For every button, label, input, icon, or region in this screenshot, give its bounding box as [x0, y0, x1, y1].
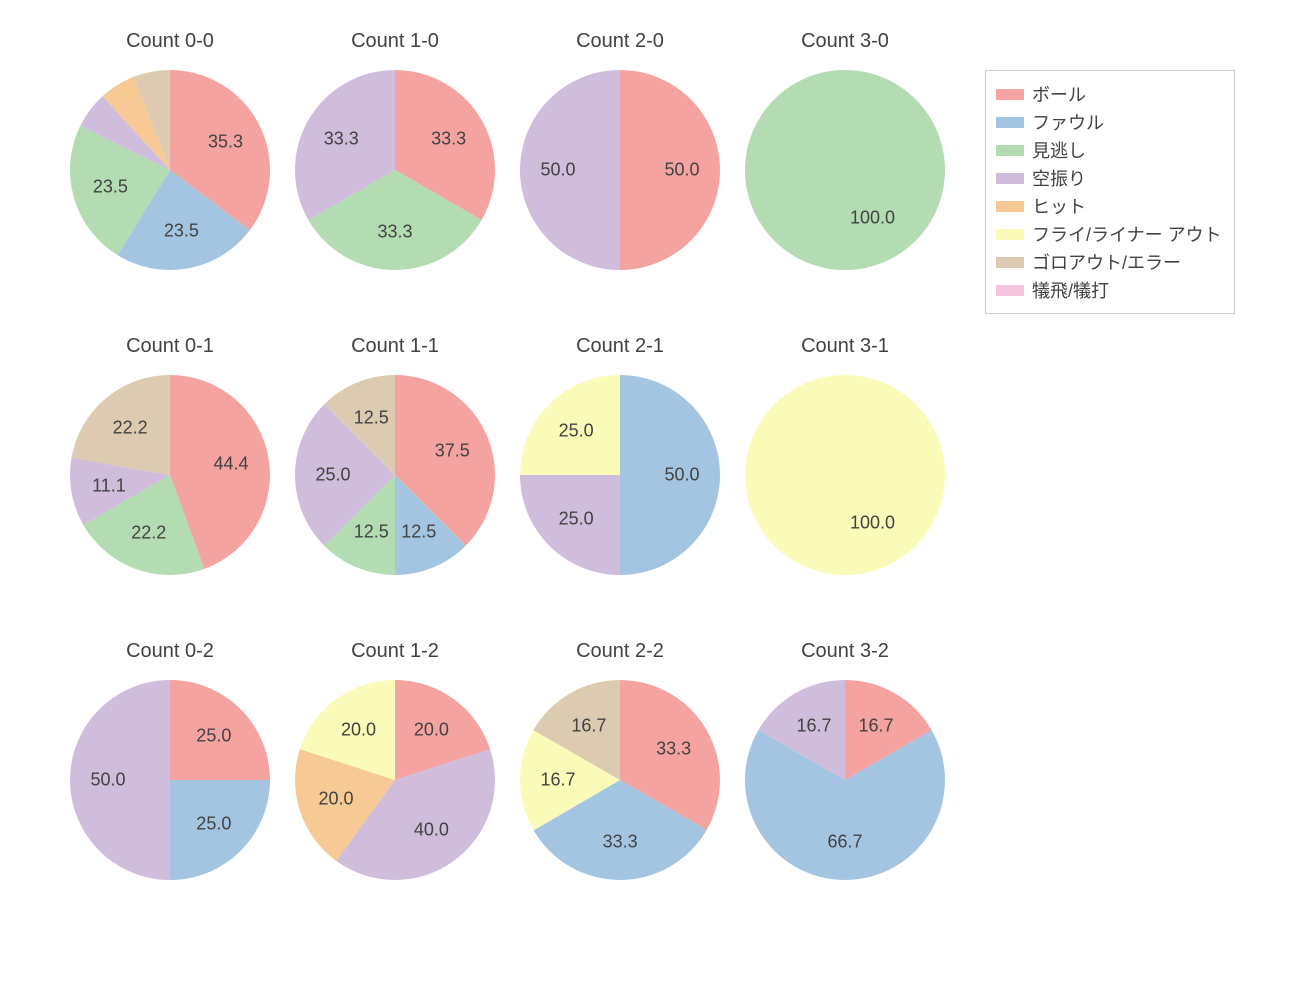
legend-swatch [996, 173, 1024, 184]
chart-title: Count 2-1 [520, 335, 720, 358]
slice-label: 33.3 [431, 129, 466, 150]
legend-swatch [996, 201, 1024, 212]
legend-item: 犠飛/犠打 [996, 277, 1222, 303]
legend-label: ヒット [1032, 193, 1086, 219]
pie-chart: 16.7 66.7 16.7 [745, 680, 945, 880]
slice-label: 66.7 [827, 832, 862, 853]
chart-title: Count 0-2 [70, 640, 270, 663]
legend-item: ゴロアウト/エラー [996, 249, 1222, 275]
slice-label: 50.0 [664, 465, 699, 486]
slice-label: 40.0 [414, 820, 449, 841]
legend-label: ゴロアウト/エラー [1032, 249, 1181, 275]
slice-label: 33.3 [324, 129, 359, 150]
pie-chart: 33.3 33.3 16.7 16.7 [520, 680, 720, 880]
pie-chart: 20.0 40.0 20.0 20.0 [295, 680, 495, 880]
legend: ボールファウル見逃し空振りヒットフライ/ライナー アウトゴロアウト/エラー犠飛/… [985, 70, 1235, 314]
legend-swatch [996, 89, 1024, 100]
slice-label: 20.0 [341, 719, 376, 740]
slice-label: 35.3 [208, 132, 243, 153]
slice-label: 44.4 [214, 454, 249, 475]
legend-item: ヒット [996, 193, 1222, 219]
chart-title: Count 2-2 [520, 640, 720, 663]
slice-label: 16.7 [796, 716, 831, 737]
pie-chart: 44.4 22.2 11.1 22.2 [70, 375, 270, 575]
legend-item: ボール [996, 81, 1222, 107]
chart-title: Count 2-0 [520, 30, 720, 53]
legend-label: ボール [1032, 81, 1086, 107]
pie-chart: 100.0 [745, 375, 945, 575]
legend-item: 見逃し [996, 137, 1222, 163]
legend-label: 犠飛/犠打 [1032, 277, 1109, 303]
legend-label: 空振り [1032, 165, 1086, 191]
pie-chart: 35.3 23.5 23.5 [70, 70, 270, 270]
chart-title: Count 3-2 [745, 640, 945, 663]
legend-label: 見逃し [1032, 137, 1086, 163]
slice-label: 16.7 [571, 716, 606, 737]
chart-title: Count 1-1 [295, 335, 495, 358]
legend-item: ファウル [996, 109, 1222, 135]
legend-swatch [996, 257, 1024, 268]
slice-label: 16.7 [540, 770, 575, 791]
chart-grid: Count 0-035.323.523.5Count 1-033.333.333… [0, 0, 1300, 1000]
slice-label: 16.7 [858, 716, 893, 737]
slice-label: 33.3 [377, 222, 412, 243]
chart-title: Count 1-2 [295, 640, 495, 663]
slice-label: 25.0 [315, 465, 350, 486]
legend-label: ファウル [1032, 109, 1104, 135]
slice-label: 22.2 [113, 417, 148, 438]
chart-title: Count 0-0 [70, 30, 270, 53]
slice-label: 23.5 [164, 220, 199, 241]
slice-label: 100.0 [850, 512, 895, 533]
legend-swatch [996, 145, 1024, 156]
pie-chart: 25.0 25.0 50.0 [70, 680, 270, 880]
slice-label: 25.0 [559, 508, 594, 529]
legend-item: 空振り [996, 165, 1222, 191]
slice-label: 50.0 [90, 770, 125, 791]
pie-chart: 50.0 25.0 25.0 [520, 375, 720, 575]
slice-label: 12.5 [354, 407, 389, 428]
slice-label: 11.1 [92, 475, 126, 496]
pie-chart: 100.0 [745, 70, 945, 270]
chart-title: Count 1-0 [295, 30, 495, 53]
slice-label: 37.5 [435, 441, 470, 462]
pie-chart: 33.3 33.3 33.3 [295, 70, 495, 270]
slice-label: 100.0 [850, 207, 895, 228]
slice-label: 25.0 [196, 813, 231, 834]
slice-label: 23.5 [93, 177, 128, 198]
slice-label: 20.0 [414, 719, 449, 740]
legend-swatch [996, 285, 1024, 296]
slice-label: 22.2 [131, 523, 166, 544]
slice-label: 50.0 [540, 160, 575, 181]
slice-label: 12.5 [354, 522, 389, 543]
pie-slice [745, 375, 945, 575]
slice-label: 25.0 [559, 421, 594, 442]
pie-chart: 37.5 12.5 12.5 25.0 12.5 [295, 375, 495, 575]
chart-title: Count 0-1 [70, 335, 270, 358]
slice-label: 50.0 [664, 160, 699, 181]
legend-swatch [996, 117, 1024, 128]
slice-label: 33.3 [603, 831, 638, 852]
legend-swatch [996, 229, 1024, 240]
chart-title: Count 3-0 [745, 30, 945, 53]
legend-label: フライ/ライナー アウト [1032, 221, 1222, 247]
slice-label: 25.0 [196, 726, 231, 747]
slice-label: 12.5 [401, 522, 436, 543]
pie-chart: 50.0 50.0 [520, 70, 720, 270]
chart-title: Count 3-1 [745, 335, 945, 358]
legend-item: フライ/ライナー アウト [996, 221, 1222, 247]
pie-slice [745, 70, 945, 270]
slice-label: 20.0 [319, 789, 354, 810]
slice-label: 33.3 [656, 738, 691, 759]
